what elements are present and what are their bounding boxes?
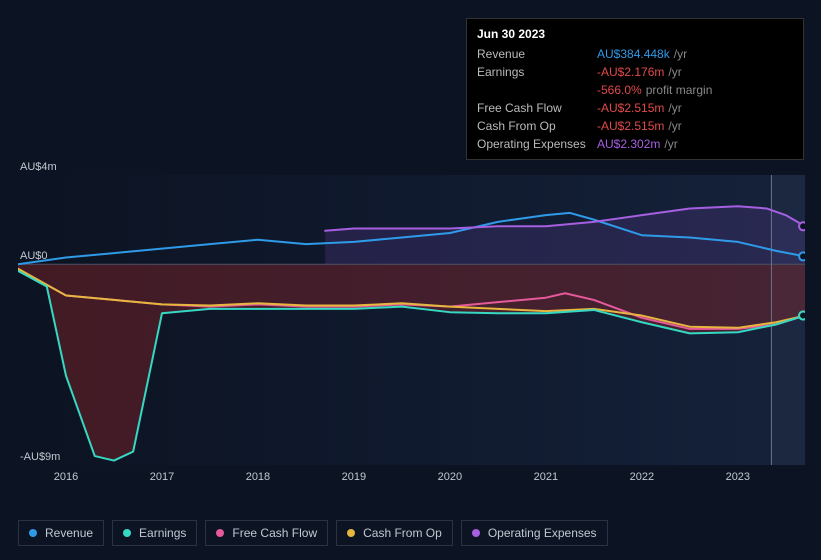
legend-swatch [472, 529, 480, 537]
y-axis-label: AU$4m [20, 161, 57, 173]
x-axis-label: 2018 [246, 471, 270, 483]
chart-tooltip: Jun 30 2023 RevenueAU$384.448k/yrEarning… [466, 18, 804, 160]
tooltip-label: Operating Expenses [477, 135, 597, 153]
tooltip-value: -566.0% [597, 81, 642, 99]
tooltip-row: -566.0%profit margin [477, 81, 793, 99]
x-axis-label: 2021 [534, 471, 558, 483]
tooltip-row: RevenueAU$384.448k/yr [477, 45, 793, 63]
tooltip-suffix: profit margin [646, 81, 713, 99]
legend-swatch [347, 529, 355, 537]
tooltip-value: -AU$2.176m [597, 63, 664, 81]
x-axis-label: 2016 [54, 471, 78, 483]
legend-swatch [123, 529, 131, 537]
tooltip-label: Cash From Op [477, 117, 597, 135]
x-axis-label: 2020 [438, 471, 462, 483]
legend-swatch [29, 529, 37, 537]
legend-swatch [216, 529, 224, 537]
legend-label: Free Cash Flow [232, 526, 317, 540]
tooltip-label: Revenue [477, 45, 597, 63]
tooltip-label: Free Cash Flow [477, 99, 597, 117]
legend-item[interactable]: Earnings [112, 520, 197, 546]
legend-label: Revenue [45, 526, 93, 540]
tooltip-label [477, 81, 597, 99]
tooltip-suffix: /yr [668, 63, 681, 81]
legend-item[interactable]: Cash From Op [336, 520, 453, 546]
legend-item[interactable]: Free Cash Flow [205, 520, 328, 546]
legend-item[interactable]: Revenue [18, 520, 104, 546]
chart-legend: Revenue Earnings Free Cash Flow Cash From O… [18, 520, 608, 546]
x-axis-label: 2019 [342, 471, 366, 483]
tooltip-value: -AU$2.515m [597, 117, 664, 135]
financials-chart[interactable] [18, 175, 805, 465]
tooltip-value: -AU$2.515m [597, 99, 664, 117]
tooltip-suffix: /yr [664, 135, 677, 153]
tooltip-row: Free Cash Flow-AU$2.515m/yr [477, 99, 793, 117]
legend-label: Cash From Op [363, 526, 442, 540]
tooltip-suffix: /yr [668, 117, 681, 135]
tooltip-suffix: /yr [668, 99, 681, 117]
tooltip-label: Earnings [477, 63, 597, 81]
x-axis-label: 2022 [630, 471, 654, 483]
legend-label: Earnings [139, 526, 186, 540]
x-axis-label: 2017 [150, 471, 174, 483]
tooltip-row: Cash From Op-AU$2.515m/yr [477, 117, 793, 135]
y-axis-label: AU$0 [20, 250, 48, 262]
tooltip-value: AU$384.448k [597, 45, 670, 63]
tooltip-value: AU$2.302m [597, 135, 660, 153]
legend-item[interactable]: Operating Expenses [461, 520, 608, 546]
y-axis-label: -AU$9m [20, 451, 60, 463]
tooltip-row: Operating ExpensesAU$2.302m/yr [477, 135, 793, 153]
tooltip-suffix: /yr [674, 45, 687, 63]
x-axis-label: 2023 [726, 471, 750, 483]
tooltip-row: Earnings-AU$2.176m/yr [477, 63, 793, 81]
legend-label: Operating Expenses [488, 526, 597, 540]
tooltip-date: Jun 30 2023 [477, 25, 793, 43]
